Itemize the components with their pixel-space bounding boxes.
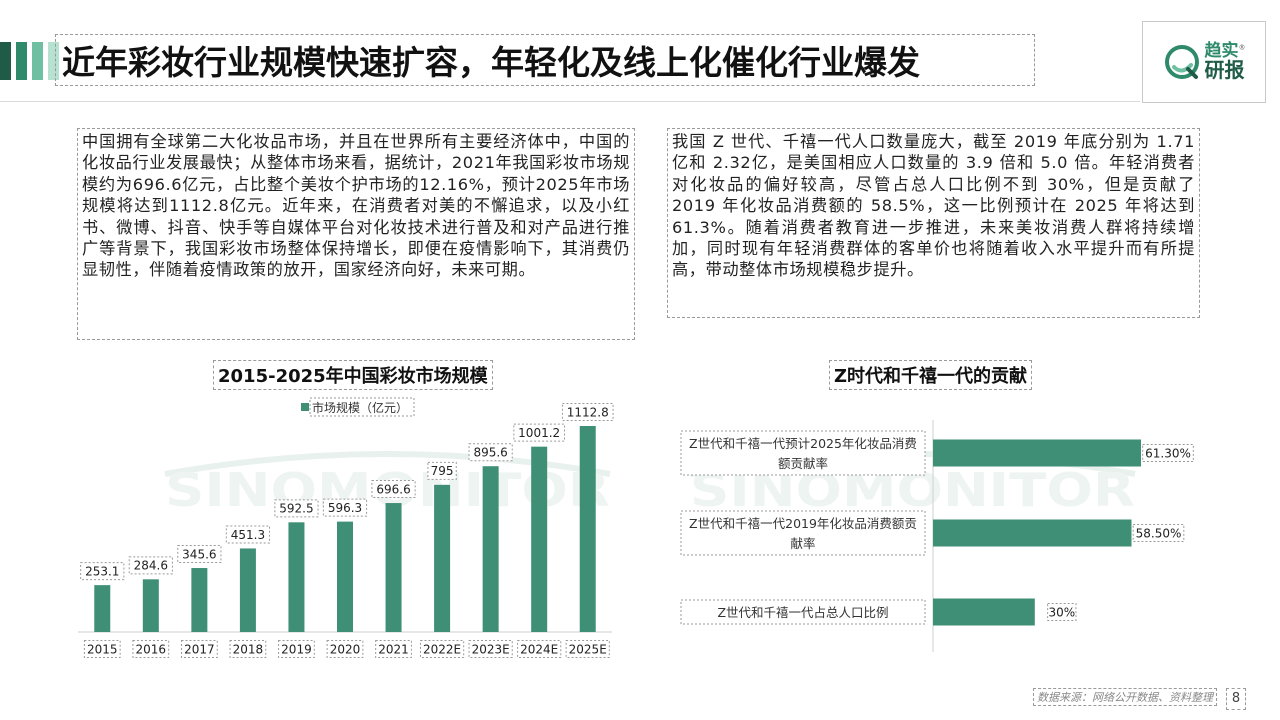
x-tick-2020: 2020 — [330, 642, 361, 656]
accent-bar — [32, 42, 43, 80]
bar-2022E — [434, 484, 451, 632]
hbar-chart-title: Z时代和千禧一代的贡献 — [829, 360, 1033, 390]
x-tick-2016-box — [132, 640, 170, 658]
bar-value-2020-box — [322, 498, 368, 517]
hbar-value-1: 58.50% — [1136, 526, 1182, 540]
hbar-0 — [933, 439, 1141, 467]
x-tick-2024E: 2024E — [520, 642, 558, 656]
intro-paragraph-left: 中国拥有全球第二大化妆品市场，并且在世界所有主要经济体中，中国的化妆品行业发展最… — [77, 128, 635, 340]
bar-2015 — [94, 585, 111, 632]
bar-value-2017-box — [177, 545, 222, 564]
title-accent-bars — [0, 42, 59, 80]
legend-label: 市场规模（亿元） — [312, 400, 408, 415]
hbar-category-2: Z世代和千禧一代占总人口比例 — [717, 605, 888, 620]
x-tick-2015: 2015 — [87, 642, 118, 656]
bar-value-2021: 696.6 — [376, 482, 410, 496]
bar-value-2022E-box — [427, 461, 457, 480]
data-source-note: 数据来源：网络公开数据、资料整理 — [1033, 688, 1217, 706]
bar-2019 — [288, 522, 305, 632]
bar-2024E — [531, 446, 548, 632]
accent-bar — [0, 42, 11, 80]
legend-swatch — [301, 403, 309, 411]
intro-paragraph-right: 我国 Z 世代、千禧一代人口数量庞大，截至 2019 年底分别为 1.71 亿和… — [667, 128, 1200, 318]
bar-2020 — [337, 521, 353, 632]
x-tick-2018: 2018 — [233, 642, 264, 656]
page-title: 近年彩妆行业规模快速扩容，年轻化及线上化催化行业爆发 — [62, 43, 920, 82]
x-tick-2017-box — [180, 640, 218, 658]
bar-value-2018-box — [225, 525, 271, 544]
bar-value-2025E-box — [561, 403, 614, 421]
x-tick-2022E-box — [419, 640, 465, 658]
bar-value-2025E: 1112.8 — [567, 405, 609, 419]
x-tick-2022E: 2022E — [423, 642, 461, 656]
bar-value-2018: 451.3 — [231, 528, 265, 542]
bar-value-2020: 596.3 — [328, 501, 362, 515]
bar-value-2024E-box — [513, 423, 566, 442]
bar-value-2023E-box — [468, 443, 513, 462]
watermark-arc — [164, 451, 611, 477]
bar-value-2016-box — [128, 556, 173, 575]
hbar-value-2-box — [1047, 603, 1077, 621]
bar-2016 — [142, 579, 159, 632]
hbar-category-1: Z世代和千禧一代2019年化妆品消费额贡 — [689, 516, 917, 531]
hbar-category-0: 额贡献率 — [778, 456, 828, 471]
x-tick-2023E: 2023E — [472, 642, 510, 656]
x-tick-2023E-box — [468, 640, 513, 658]
bar-value-2015: 253.1 — [85, 564, 119, 578]
x-tick-2017: 2017 — [184, 642, 215, 656]
bar-value-2017: 345.6 — [182, 547, 216, 561]
logo-line1: 趋实 — [1204, 40, 1239, 61]
page-number: 8 — [1226, 688, 1246, 710]
bar-2025E — [579, 426, 596, 632]
x-tick-2019: 2019 — [281, 642, 312, 656]
x-tick-2024E-box — [517, 640, 562, 658]
x-tick-2021-box — [375, 640, 412, 658]
bar-value-2016: 284.6 — [134, 559, 168, 573]
hbar-category-box-2 — [680, 599, 926, 625]
bar-value-2015-box — [80, 562, 125, 581]
logo-line2: 研报 — [1204, 58, 1245, 83]
hbar-value-0-box — [1142, 444, 1194, 462]
x-tick-2018-box — [229, 640, 267, 658]
bar-2018 — [239, 548, 256, 632]
x-tick-2025E: 2025E — [569, 642, 607, 656]
hbar-value-2: 30% — [1048, 605, 1075, 619]
hbar-category-1: 献率 — [790, 536, 815, 551]
hbar-1 — [933, 519, 1132, 547]
bar-chart-title: 2015-2025年中国彩妆市场规模 — [213, 360, 493, 390]
x-tick-2019-box — [278, 640, 315, 658]
page-title-box: 近年彩妆行业规模快速扩容，年轻化及线上化催化行业爆发 — [55, 34, 1035, 86]
legend-box — [309, 397, 415, 417]
x-tick-2020-box — [326, 640, 364, 658]
header-divider — [0, 101, 1140, 102]
hbar-2 — [933, 598, 1035, 626]
hbar-value-0: 61.30% — [1145, 446, 1191, 460]
hbar-category-0: Z世代和千禧一代预计2025年化妆品消费 — [689, 436, 917, 451]
x-tick-2015-box — [83, 640, 121, 658]
hbar-category-box-0 — [680, 430, 926, 476]
x-tick-2025E-box — [565, 640, 610, 658]
bar-value-2021-box — [371, 480, 416, 499]
bar-value-2019: 592.5 — [279, 502, 313, 516]
accent-bar — [16, 42, 27, 80]
bar-value-2024E: 1001.2 — [518, 426, 560, 440]
hbar-category-box-1 — [680, 510, 926, 556]
bar-value-2022E: 795 — [431, 464, 454, 478]
logo-registered-mark: ® — [1238, 42, 1246, 51]
bar-value-2023E: 895.6 — [473, 446, 507, 460]
bar-2017 — [191, 568, 208, 632]
bar-2023E — [482, 466, 499, 632]
bar-2021 — [385, 503, 402, 632]
x-tick-2021: 2021 — [378, 642, 409, 656]
hbar-value-1-box — [1132, 524, 1185, 542]
logo: 趋实® 研报 — [1142, 21, 1266, 103]
logo-q-icon — [1163, 43, 1201, 81]
bar-value-2019-box — [274, 499, 319, 518]
accent-bar — [48, 42, 59, 80]
x-tick-2016: 2016 — [136, 642, 167, 656]
